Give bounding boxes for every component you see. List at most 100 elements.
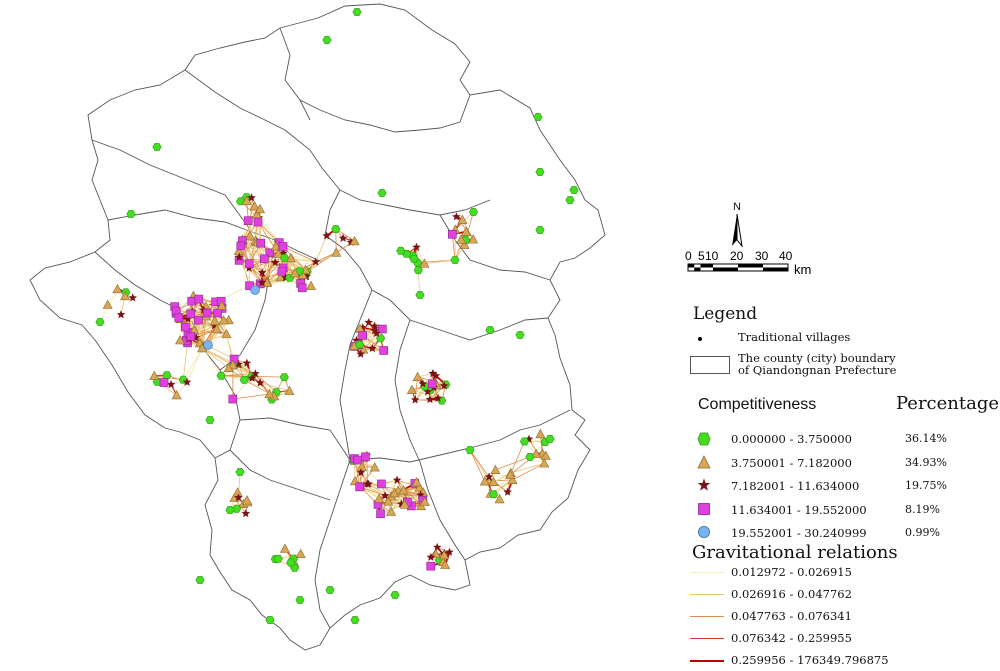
dark-red-star-node (241, 509, 251, 518)
gravitational-link (282, 246, 316, 263)
orange-triangle-node (419, 258, 430, 268)
dark-red-star-node (257, 278, 267, 287)
dark-red-star-icon (697, 478, 711, 491)
dark-red-star-node (433, 393, 443, 402)
dark-red-star-node (322, 231, 331, 240)
magenta-square-node (278, 242, 288, 251)
gravitational-link (417, 270, 421, 296)
dark-red-star-node (270, 258, 280, 267)
green-hexagon-node (162, 371, 172, 380)
green-hexagon-node (515, 331, 525, 339)
gravitational-link (260, 382, 290, 392)
magenta-square-node (229, 354, 239, 364)
scale-label-30: 30 (755, 249, 769, 263)
magenta-square-node (358, 331, 367, 340)
green-hexagon-node (569, 186, 579, 194)
dark-red-star-node (484, 472, 494, 481)
magenta-square-node (236, 241, 246, 251)
orange-triangle-node (249, 201, 260, 211)
orange-triangle-node (459, 239, 470, 249)
orange-triangle-node (306, 280, 317, 290)
magenta-square-node (379, 346, 388, 355)
grav-line-2-icon (690, 594, 724, 595)
legend-villages: Traditional villages (738, 330, 851, 344)
dark-red-star-node (412, 242, 421, 251)
gravitational-link (244, 379, 277, 393)
north-label: N (733, 201, 741, 213)
comp-pct-3: 19.75% (905, 479, 947, 492)
dark-red-star-node (251, 369, 260, 378)
blue-circle-node (203, 340, 213, 350)
orange-triangle-node (479, 476, 490, 486)
grav-line-5-icon (690, 660, 724, 662)
green-hexagon-node (485, 326, 495, 334)
dark-red-star-node (452, 212, 461, 221)
orange-triangle-node (488, 476, 499, 486)
orange-triangle-node (171, 389, 182, 400)
comp-range-4: 11.634001 - 19.552000 (731, 503, 867, 517)
dark-red-star-node (242, 358, 252, 367)
comp-range-5: 19.552001 - 30.240999 (731, 526, 867, 540)
gravitational-link (198, 319, 227, 335)
orange-triangle-node (175, 335, 186, 345)
scale-label-5: 5 (698, 249, 705, 263)
green-hexagon-node (239, 375, 249, 384)
orange-triangle-node (149, 370, 160, 380)
dark-red-star-node (368, 344, 377, 353)
orange-triangle-node (211, 323, 222, 334)
gravitational-link (261, 252, 284, 283)
dark-red-star-node (445, 547, 454, 556)
village-dot-icon (698, 337, 702, 341)
legend-title: Legend (693, 304, 758, 324)
dark-red-star-node (358, 323, 367, 332)
magenta-square-node (377, 479, 386, 489)
gravitational-link (232, 393, 270, 400)
green-hexagon-node (195, 576, 205, 584)
magenta-square-node (244, 259, 254, 269)
orange-triangle-node (490, 464, 501, 474)
orange-triangle-node (414, 482, 425, 492)
green-hexagon-node (273, 554, 283, 563)
orange-triangle-node (369, 462, 380, 472)
dark-red-star-node (431, 371, 441, 380)
dark-red-star-node (234, 493, 243, 502)
magenta-square-node (186, 332, 196, 341)
orange-triangle-icon (697, 455, 711, 469)
gravitational-link (202, 348, 222, 377)
green-hexagon-node (535, 226, 545, 234)
scale-bar (687, 263, 789, 272)
gravitational-link (255, 373, 277, 393)
green-hexagon-node (325, 586, 335, 594)
gravitational-link (186, 347, 203, 383)
grav-range-1: 0.012972 - 0.026915 (731, 565, 852, 579)
blue-circle-node (250, 285, 260, 295)
scale-unit: km (794, 262, 812, 277)
gravitational-link (429, 385, 445, 400)
green-hexagon-node (236, 197, 246, 206)
boundary-swatch-icon (690, 356, 730, 374)
orange-triangle-node (284, 385, 295, 395)
dark-red-star-node (247, 193, 256, 202)
dark-red-star-node (410, 395, 420, 404)
magenta-square-node (213, 308, 222, 318)
green-hexagon-node (535, 168, 545, 176)
green-hexagon-node (322, 36, 332, 44)
green-hexagon-node (152, 377, 162, 386)
orange-triangle-node (112, 283, 123, 294)
orange-triangle-node (419, 496, 430, 506)
dark-red-star-node (247, 373, 257, 382)
dark-red-star-node (397, 499, 406, 508)
orange-triangle-node (349, 235, 360, 246)
magenta-square-node (427, 379, 437, 389)
village-nodes (95, 8, 579, 624)
orange-triangle-node (386, 506, 397, 516)
magenta-square-node (194, 294, 204, 304)
orange-triangle-node (289, 267, 300, 278)
orange-triangle-node (430, 548, 441, 558)
competitiveness-title: Competitiveness (698, 396, 817, 413)
dark-red-star-node (439, 381, 449, 390)
gravitational-link (417, 373, 433, 378)
legend-boundary-line2: of Qiandongnan Prefecture (738, 363, 897, 377)
orange-triangle-node (285, 252, 296, 263)
dark-red-star-node (425, 394, 435, 404)
